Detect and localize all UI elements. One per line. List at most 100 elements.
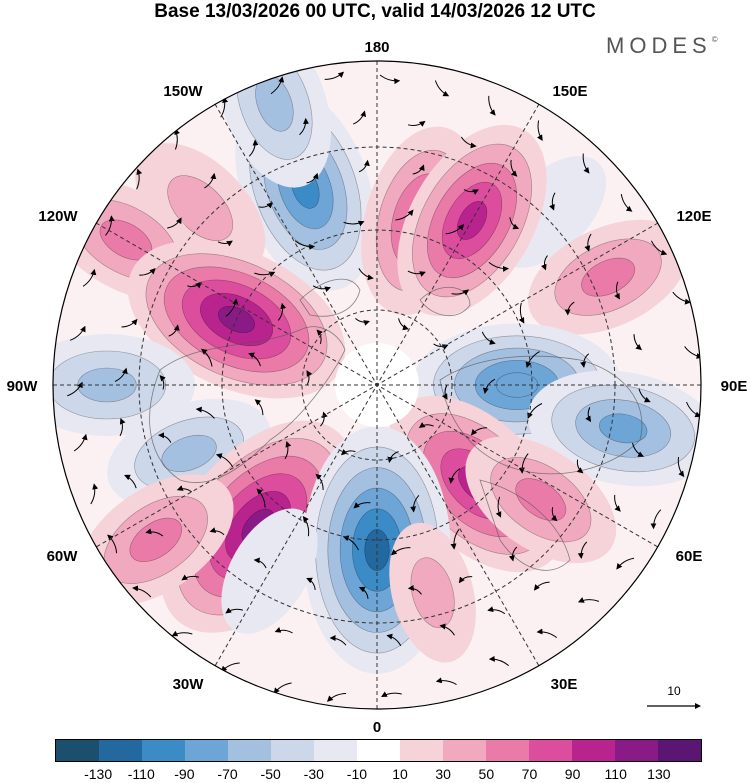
wind-vectors [67,71,701,702]
wind-arrow [324,71,345,80]
wind-arrow [167,217,182,229]
wind-arrow [536,628,558,638]
colorbar-bin [142,740,185,761]
wind-arrow [90,483,99,505]
colorbar-bin [185,740,228,761]
wind-arrow [176,485,193,493]
wind-arrow [448,468,461,484]
lon-label-30w: 30W [173,676,205,693]
colorbar-tick-label: -130 [84,766,113,782]
wind-arrow [451,289,469,296]
wind-arrow [386,633,402,647]
wind-arrow [460,136,477,149]
colorbar-tick-label: 50 [478,766,495,782]
anomaly-contour [515,478,567,522]
wind-arrow [495,496,502,518]
wind-arrow [340,449,356,456]
wind-arrow [537,120,543,141]
wind-arrow [181,574,200,581]
wind-arrow [82,268,97,287]
wind-arrow [584,233,592,252]
wind-arrow [355,318,370,326]
colorbar-ticks: -130 -110 -90 -70 -50 -30 -10 10 30 50 70 90 110 130 [55,766,702,783]
wind-arrow [254,399,264,416]
wind-arrow [580,353,590,368]
wind-arrow [299,117,310,136]
wind-arrow [352,110,367,125]
wind-arrow [418,422,434,428]
wind-arrow [390,547,411,556]
anomaly-contour [581,257,636,297]
wind-arrow [614,494,621,512]
wind-arrow [540,255,548,271]
wind-arrow [488,655,510,666]
reference-vector-label: 10 [667,684,681,698]
wind-arrow [686,401,701,418]
graticule [53,61,701,709]
wind-arrow [633,334,642,351]
wind-arrow [316,329,323,345]
colorbar-tick-label: 130 [647,766,671,782]
wind-arrow [306,577,316,590]
wind-arrow [549,192,556,211]
wind-arrow [487,606,506,615]
wind-arrow [145,528,164,537]
wind-arrow [67,381,83,397]
wind-arrow [253,557,267,569]
colorbar-bin [615,740,658,761]
wind-arrow [342,535,359,551]
wind-arrow [258,201,273,209]
wind-arrow [638,388,651,403]
colorbar-bin [228,740,271,761]
brand-name: MODES [606,33,712,58]
wind-arrow [387,451,399,463]
colorbar-tick-label: -30 [303,766,324,782]
wind-arrow [248,352,261,367]
wind-arrow [551,506,558,522]
anomaly-contour [364,529,390,571]
wind-arrow [616,557,635,570]
wind-arrow [306,370,313,386]
wind-arrow [458,576,473,584]
wind-arrow [407,584,422,595]
wind-arrow [441,384,448,400]
lon-label-120e: 120E [676,208,711,225]
wind-arrow [407,120,426,127]
wind-arrow [620,194,633,212]
lon-label-150w: 150W [163,83,203,100]
wind-arrow [533,581,550,591]
wind-arrow [254,271,276,278]
wind-arrow [632,442,644,457]
wind-arrow [381,691,402,697]
wind-arrow [132,585,152,598]
wind-arrow [650,509,662,530]
colorbar-bin [572,740,615,761]
wind-arrow [225,607,244,614]
wind-arrow [121,318,138,328]
wind-arrow [294,240,316,250]
lon-label-0: 0 [373,719,381,736]
wind-arrow [114,367,128,382]
wind-arrow [353,502,371,509]
wind-arrow [274,627,293,634]
wind-arrow [510,159,518,177]
wind-arrow [105,215,115,236]
wind-arrow [248,139,259,157]
wind-arrow [320,411,328,427]
wind-arrow [435,677,457,686]
colorbar-bin [529,740,572,761]
wind-arrow [358,268,374,281]
lon-label-60e: 60E [676,548,703,565]
wind-arrow [358,586,369,599]
wind-arrow [217,240,233,247]
wind-arrow [270,76,285,95]
colorbar-bin [271,740,314,761]
wind-arrow [171,630,193,637]
anomaly-contour [599,413,648,444]
wind-arrow [201,348,213,367]
colorbar-tick-label: 30 [435,766,451,782]
colorbar-bin [314,740,357,761]
wind-arrow [187,282,202,289]
wind-arrow [124,474,137,489]
